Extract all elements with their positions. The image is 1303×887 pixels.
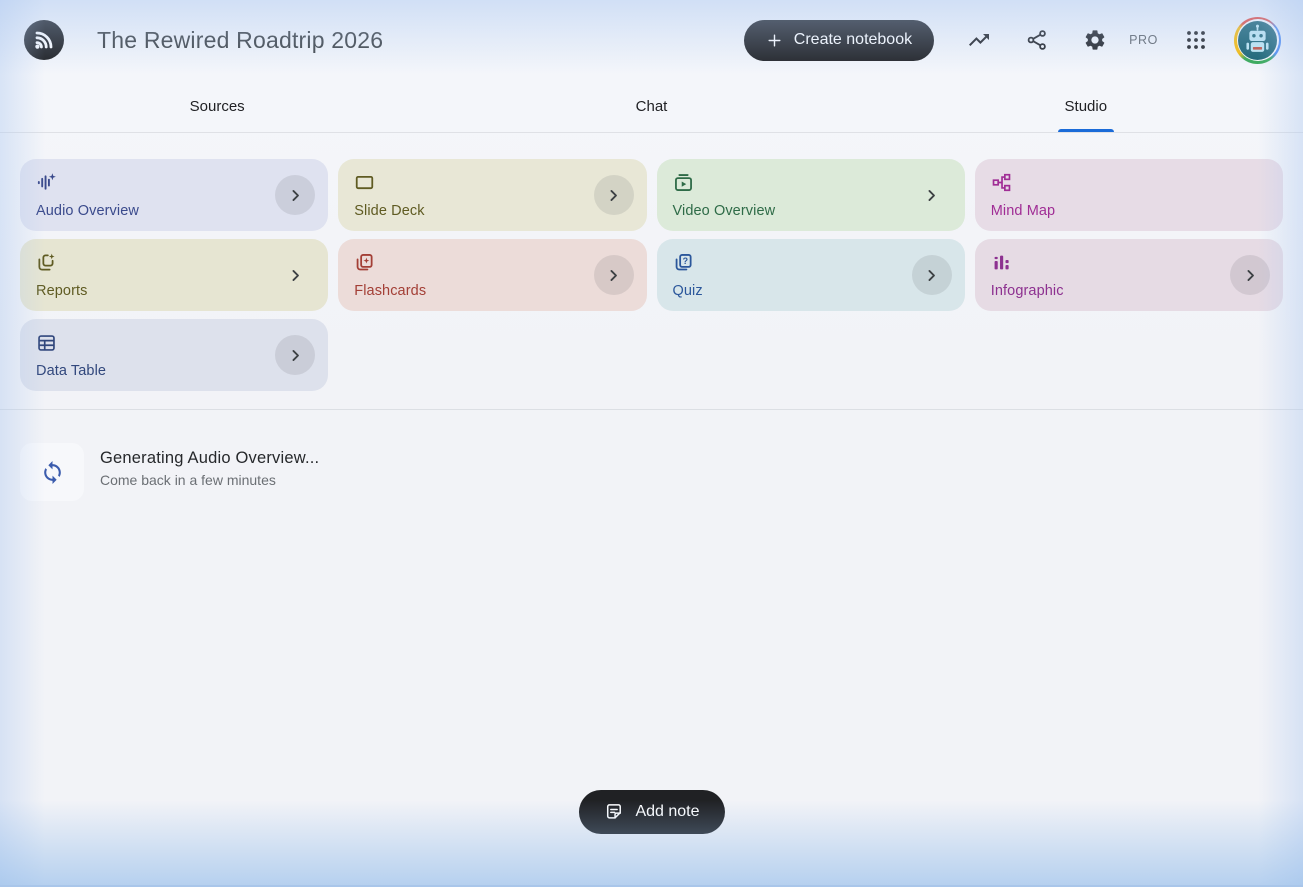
chevron-right-icon[interactable] [275, 335, 316, 375]
notebooklm-logo[interactable] [24, 20, 64, 60]
notebook-title[interactable]: The Rewired Roadtrip 2026 [97, 26, 384, 53]
card-reports[interactable]: Reports [20, 239, 329, 311]
tab-sources[interactable]: Sources [0, 80, 434, 132]
card-mind-map[interactable]: Mind Map [974, 159, 1283, 231]
card-video-overview[interactable]: Video Overview [656, 159, 965, 231]
card-label: Flashcards [354, 283, 427, 299]
section-divider [0, 409, 1303, 410]
card-label: Mind Map [990, 203, 1056, 219]
chevron-right-icon[interactable] [593, 255, 634, 295]
infographic-bars-icon [994, 255, 1009, 270]
add-note-label: Add note [635, 803, 700, 820]
chevron-right-icon[interactable] [1230, 255, 1270, 295]
add-note-button[interactable]: Add note [578, 790, 725, 834]
card-label: Video Overview [672, 203, 776, 219]
card-data-table[interactable]: Data Table [20, 319, 329, 391]
card-label: Reports [36, 283, 88, 299]
plus-icon [768, 33, 781, 47]
avatar[interactable] [1234, 16, 1281, 64]
status-subtitle: Come back in a few minutes [100, 472, 276, 488]
avatar-robot-image [1236, 19, 1279, 61]
reports-sparkle-icon [38, 253, 55, 271]
card-slide-deck[interactable]: Slide Deck [338, 159, 647, 231]
chevron-right-icon[interactable] [912, 175, 952, 215]
create-notebook-button[interactable]: Create notebook [743, 19, 935, 61]
card-label: Data Table [36, 363, 107, 379]
studio-panel: Audio Overview Slide Deck Video Overview [0, 133, 1303, 501]
pro-badge: PRO [1129, 33, 1158, 47]
video-overview-icon [674, 174, 692, 191]
chevron-right-icon[interactable] [911, 255, 952, 295]
flashcards-star-icon [356, 254, 373, 271]
card-label: Audio Overview [36, 203, 139, 219]
chevron-right-icon[interactable] [275, 255, 315, 295]
card-label: Slide Deck [354, 203, 425, 219]
tab-underline [1057, 129, 1114, 132]
create-notebook-label: Create notebook [793, 31, 913, 48]
card-quiz[interactable]: ? Quiz [656, 239, 965, 311]
header-actions: Create notebook PRO [743, 16, 1281, 64]
card-flashcards[interactable]: Flashcards [338, 239, 647, 311]
status-title: Generating Audio Overview... [100, 449, 320, 467]
data-table-icon [38, 335, 55, 351]
sync-icon [43, 460, 61, 484]
trending-up-icon[interactable] [966, 27, 992, 53]
studio-cards-grid: Audio Overview Slide Deck Video Overview [20, 159, 1283, 391]
tab-studio-label: Studio [1064, 97, 1108, 115]
tab-bar: Sources Chat Studio [0, 80, 1303, 133]
apps-grid-icon[interactable] [1183, 27, 1209, 53]
quiz-cards-icon: ? [675, 254, 692, 271]
settings-gear-icon[interactable] [1082, 27, 1108, 53]
note-icon [606, 804, 621, 819]
card-audio-overview[interactable]: Audio Overview [20, 159, 329, 231]
chevron-right-icon[interactable] [275, 175, 316, 215]
slide-deck-icon [356, 175, 374, 190]
card-label: Quiz [672, 283, 703, 299]
svg-text:?: ? [682, 256, 687, 266]
header: The Rewired Roadtrip 2026 Create noteboo… [0, 0, 1303, 80]
card-label: Infographic [990, 283, 1064, 299]
tab-chat-label: Chat [635, 97, 668, 115]
mind-map-icon [992, 173, 1011, 192]
tab-sources-label: Sources [189, 97, 245, 115]
tab-chat[interactable]: Chat [434, 80, 868, 132]
status-text: Generating Audio Overview... Come back i… [100, 443, 319, 488]
audio-waveform-sparkle-icon [37, 173, 56, 190]
tab-studio[interactable]: Studio [869, 80, 1303, 132]
card-infographic[interactable]: Infographic [974, 239, 1283, 311]
share-icon[interactable] [1024, 27, 1050, 53]
generating-status: Generating Audio Overview... Come back i… [20, 443, 1283, 501]
chevron-right-icon[interactable] [593, 175, 634, 215]
status-icon-container [20, 443, 84, 501]
